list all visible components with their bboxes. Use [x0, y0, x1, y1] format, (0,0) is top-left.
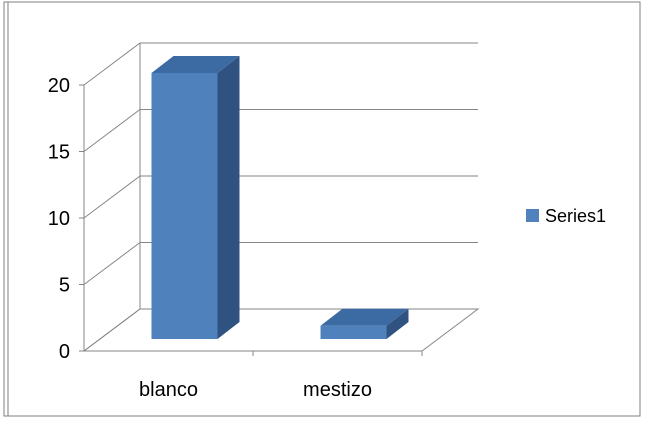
bar-side-face	[217, 56, 240, 339]
y-tick-label: 15	[48, 142, 70, 164]
y-tick-label: 10	[48, 208, 70, 230]
bars	[151, 56, 409, 339]
gridline	[83, 42, 478, 86]
bar-front-face	[320, 325, 387, 339]
x-tick-label: blanco	[139, 379, 198, 401]
legend: Series1	[526, 206, 606, 226]
bar-top-face	[320, 308, 409, 326]
bar-blanco	[151, 56, 240, 339]
gridlines	[83, 42, 478, 352]
axes	[79, 84, 423, 356]
gridline	[83, 175, 478, 219]
y-tick-label: 0	[59, 341, 70, 363]
bar-mestizo	[320, 308, 409, 339]
bar-front-face	[151, 73, 218, 339]
y-tick-label: 20	[48, 75, 70, 97]
y-tick-label: 5	[59, 275, 70, 297]
gridline	[83, 109, 478, 152]
gridline	[83, 242, 478, 285]
legend-swatch	[526, 209, 539, 222]
bar-side-face	[386, 308, 409, 339]
bar-top-face	[151, 56, 240, 73]
y-axis-tick-labels: 0 5 10 15 20	[48, 75, 70, 363]
legend-label: Series1	[545, 206, 606, 226]
x-tick-label: mestizo	[303, 379, 372, 401]
x-axis-tick-labels: blanco mestizo	[139, 379, 372, 401]
